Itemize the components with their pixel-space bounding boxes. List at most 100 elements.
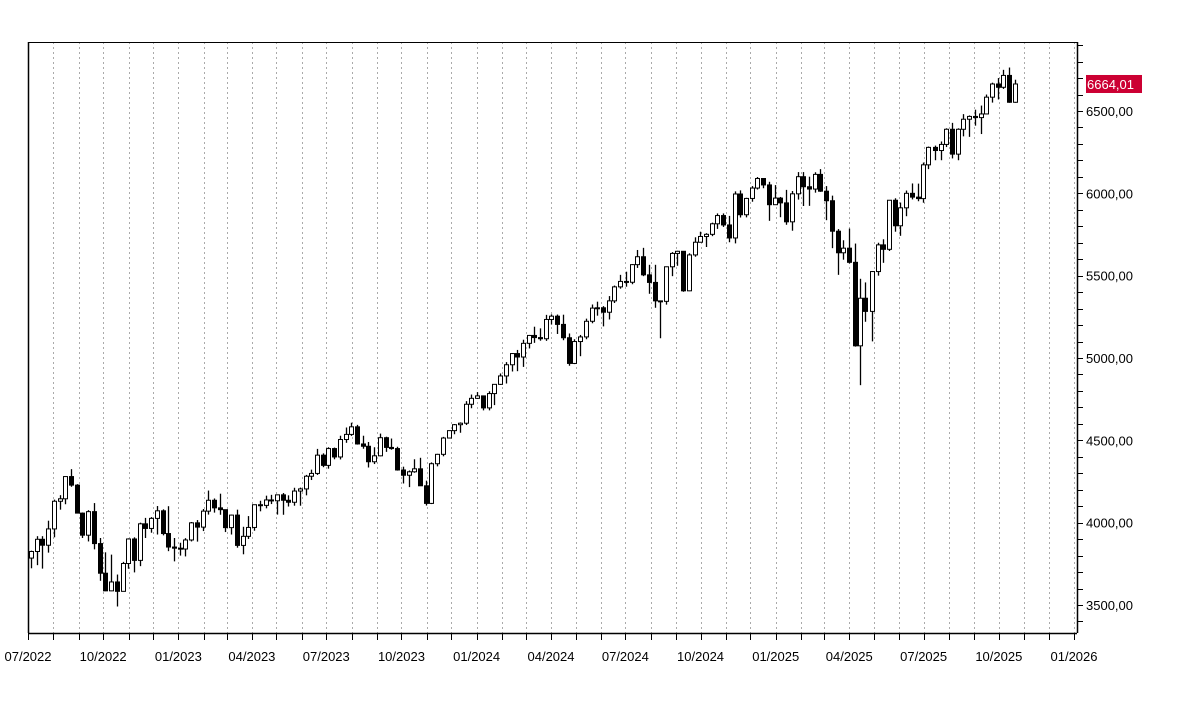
- candle-body-up: [549, 315, 554, 320]
- candle-body-down: [807, 186, 812, 190]
- candle: [818, 169, 823, 192]
- candle-body-up: [429, 463, 434, 504]
- candle-body-down: [847, 247, 852, 263]
- candle: [544, 314, 549, 341]
- candle: [46, 520, 51, 553]
- candle: [63, 476, 68, 505]
- candle: [172, 537, 177, 562]
- candle-body-down: [389, 446, 394, 450]
- candle: [715, 213, 720, 229]
- candle-body-up: [155, 510, 160, 519]
- candle-body-up: [201, 510, 206, 528]
- candle-body-up: [252, 504, 257, 528]
- candle: [469, 394, 474, 409]
- candle-body-up: [469, 397, 474, 405]
- candle-body-up: [475, 395, 480, 399]
- candle: [132, 537, 137, 573]
- candle-body-down: [641, 256, 646, 276]
- candle-body-down: [853, 261, 858, 347]
- candle: [1013, 79, 1018, 103]
- candle: [452, 424, 457, 435]
- candle-body-up: [407, 471, 412, 476]
- candle-body-down: [824, 190, 829, 202]
- candle-body-down: [98, 543, 103, 574]
- candle: [876, 242, 881, 276]
- candle: [538, 328, 543, 341]
- candle: [1001, 69, 1006, 89]
- candle: [178, 542, 183, 556]
- candle-body-down: [1007, 74, 1012, 103]
- candle-body-up: [710, 223, 715, 235]
- candle: [235, 509, 240, 548]
- candle-body-up: [939, 143, 944, 152]
- candle: [492, 383, 497, 406]
- candle-body-up: [584, 320, 589, 338]
- candles: [29, 67, 1018, 607]
- candle-body-up: [755, 178, 760, 189]
- x-tick-label: 07/2024: [602, 649, 649, 664]
- candle: [264, 495, 269, 509]
- candle: [161, 509, 166, 536]
- candle: [916, 183, 921, 202]
- candle-body-down: [418, 468, 423, 487]
- candle-body-up: [956, 128, 961, 155]
- candle: [773, 185, 778, 206]
- candle-body-up: [52, 500, 57, 530]
- candle-body-down: [161, 510, 166, 535]
- candle: [841, 240, 846, 260]
- x-tick-label: 10/2022: [80, 649, 127, 664]
- candle-body-down: [601, 307, 606, 313]
- candle: [498, 373, 503, 385]
- candle-body-down: [321, 454, 326, 466]
- candle: [378, 433, 383, 457]
- y-tick-label: 5500,00: [1086, 269, 1133, 284]
- candle-body-up: [595, 307, 600, 310]
- candle-body-up: [435, 453, 440, 465]
- candle: [641, 247, 646, 277]
- candle-body-up: [510, 353, 515, 366]
- candle: [939, 141, 944, 161]
- x-tick-label: 01/2023: [155, 649, 202, 664]
- candle: [893, 198, 898, 232]
- candle-body-down: [916, 196, 921, 200]
- candle: [212, 498, 217, 513]
- candle-body-down: [767, 184, 772, 206]
- candle: [584, 318, 589, 340]
- candle-body-up: [670, 252, 675, 268]
- candle-body-down: [893, 199, 898, 227]
- candle: [710, 222, 715, 237]
- candle: [326, 447, 331, 469]
- candle-body-up: [378, 437, 383, 457]
- candle-body-down: [863, 297, 868, 312]
- candle-body-down: [818, 173, 823, 192]
- x-tick-label: 10/2025: [975, 649, 1022, 664]
- candle: [887, 199, 892, 251]
- candle-body-down: [401, 469, 406, 476]
- candle-body-down: [681, 250, 686, 292]
- candle: [813, 172, 818, 193]
- candle: [355, 424, 360, 445]
- candle: [481, 395, 486, 411]
- candle-body-up: [441, 437, 446, 455]
- candle: [252, 504, 257, 531]
- candle: [824, 186, 829, 221]
- candle: [853, 243, 858, 347]
- candle: [515, 349, 520, 372]
- candle-body-down: [366, 445, 371, 463]
- candle-body-down: [355, 426, 360, 445]
- candle: [830, 195, 835, 249]
- candle-body-up: [675, 250, 680, 254]
- candle-body-down: [235, 514, 240, 546]
- candle: [504, 362, 509, 384]
- candle: [612, 285, 617, 304]
- candle-body-up: [206, 499, 211, 512]
- candle: [807, 176, 812, 206]
- y-tick-label: 5000,00: [1086, 351, 1133, 366]
- candle: [870, 271, 875, 342]
- candle: [881, 239, 886, 263]
- candle: [344, 427, 349, 443]
- candle-body-up: [464, 403, 469, 424]
- candle-body-down: [103, 572, 108, 592]
- candle-body-up: [1013, 83, 1018, 103]
